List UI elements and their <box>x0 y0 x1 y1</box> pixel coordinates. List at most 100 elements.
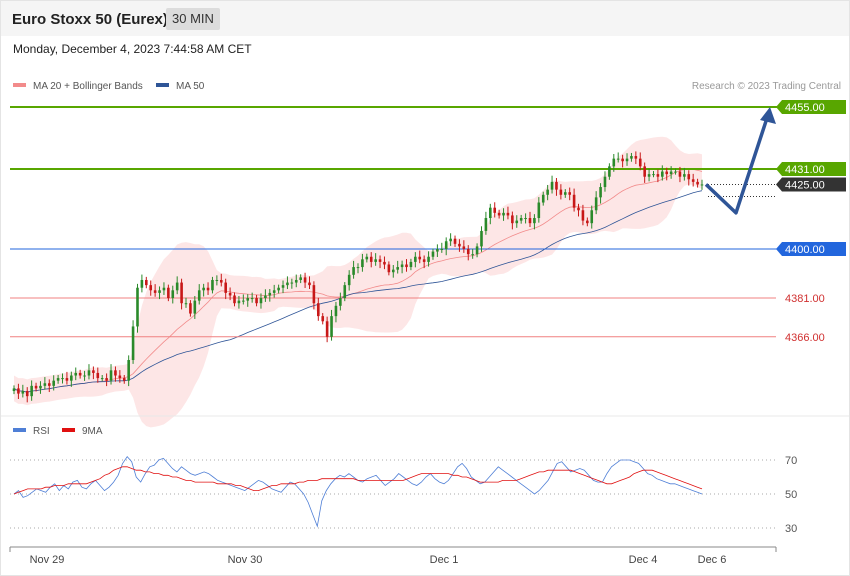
candle-body <box>586 220 589 224</box>
candle-body <box>418 256 422 260</box>
candle-body <box>321 316 325 322</box>
candle-body <box>533 218 536 224</box>
candle-body <box>603 176 607 188</box>
candle-body <box>541 194 545 203</box>
candle-body <box>555 181 558 190</box>
candle-body <box>590 210 594 224</box>
candle-body <box>12 388 16 391</box>
candle-body <box>471 254 474 256</box>
candle-body <box>109 370 113 381</box>
candle-body <box>550 181 554 190</box>
candle-body <box>572 194 576 208</box>
candle-body <box>70 375 73 381</box>
candle-body <box>577 207 580 211</box>
candle-body <box>700 184 704 186</box>
candle-body <box>594 197 598 211</box>
candle-body <box>625 158 629 162</box>
candle-body <box>546 189 549 195</box>
legend-label-ma20: MA 20 + Bollinger Bands <box>33 81 143 92</box>
candle-body <box>691 179 695 182</box>
level-label-4381.00: 4381.00 <box>785 293 825 305</box>
candle-body <box>184 303 188 305</box>
candle-body <box>696 181 699 185</box>
projection-arrowhead <box>760 107 776 124</box>
candle-body <box>74 372 78 376</box>
candle-body <box>118 375 122 379</box>
candle-body <box>96 372 100 379</box>
candle-body <box>233 295 236 304</box>
candle-body <box>356 267 360 269</box>
interval-button[interactable]: 30 MIN <box>166 8 220 30</box>
candle-body <box>568 192 571 195</box>
candle-body <box>167 287 170 299</box>
candle-body <box>431 251 435 257</box>
legend-item-ma50: MA 50 <box>156 81 204 92</box>
projection-arrow <box>704 114 770 215</box>
candle-body <box>330 316 333 337</box>
candle-body <box>61 378 64 380</box>
legend-item-rsi: RSI <box>13 426 50 437</box>
candle-body <box>405 264 408 268</box>
level-label-4366.00: 4366.00 <box>785 332 825 344</box>
candle-body <box>259 298 263 304</box>
candle-body <box>563 192 567 195</box>
candle-body <box>497 212 501 216</box>
candle-body <box>643 166 646 177</box>
candle-body <box>414 256 417 262</box>
candle-body <box>652 174 655 176</box>
candle-body <box>630 156 633 159</box>
candle-body <box>462 246 466 249</box>
candle-body <box>17 388 20 394</box>
candle-body <box>400 264 404 268</box>
candle-body <box>665 171 669 175</box>
candle-body <box>308 282 311 286</box>
x-tick-label: Dec 1 <box>430 554 459 566</box>
candle-body <box>537 202 541 219</box>
candle-body <box>211 279 214 291</box>
candle-body <box>506 212 510 216</box>
candle-body <box>131 326 135 361</box>
candle-body <box>255 298 258 304</box>
x-tick-label: Dec 4 <box>629 554 658 566</box>
candle-body <box>493 207 497 213</box>
candle-body <box>47 383 51 386</box>
candle-body <box>189 303 192 314</box>
candle-body <box>162 287 166 291</box>
candle-body <box>669 171 673 175</box>
candle-body <box>678 171 682 177</box>
candle-body <box>246 298 250 301</box>
candle-body <box>52 380 55 386</box>
candle-body <box>237 300 241 304</box>
candle-body <box>286 282 289 286</box>
chart-title: Euro Stoxx 50 (Eurex) <box>12 11 168 28</box>
candle-body <box>352 267 355 275</box>
candle-body <box>453 238 457 244</box>
legend-swatch-ma20 <box>13 83 26 88</box>
candle-body <box>502 212 505 216</box>
rsi-ma-line <box>13 466 703 495</box>
candle-body <box>581 210 585 221</box>
candle-body <box>202 287 205 291</box>
candle-body <box>325 321 329 337</box>
candle-body <box>312 285 316 304</box>
candle-body <box>56 378 60 381</box>
candle-body <box>612 158 616 167</box>
candle-body <box>515 220 519 224</box>
candle-body <box>674 171 677 173</box>
candle-body <box>559 189 563 195</box>
candle-body <box>136 287 139 327</box>
bollinger-band <box>14 136 702 428</box>
x-tick-label: Dec 6 <box>698 554 727 566</box>
candle-body <box>334 305 338 317</box>
candle-body <box>242 300 245 302</box>
candle-body <box>158 290 161 293</box>
rsi-level-label-30: 30 <box>785 523 797 535</box>
legend-item-9ma: 9MA <box>62 426 103 437</box>
level-tag-4425.00 <box>776 177 846 192</box>
level-label-4400.00: 4400.00 <box>785 244 825 256</box>
timestamp: Monday, December 4, 2023 7:44:58 AM CET <box>13 42 252 56</box>
candle-body <box>78 372 82 376</box>
candle-body <box>466 249 470 255</box>
candle-body <box>100 378 104 380</box>
candle-body <box>361 259 364 268</box>
